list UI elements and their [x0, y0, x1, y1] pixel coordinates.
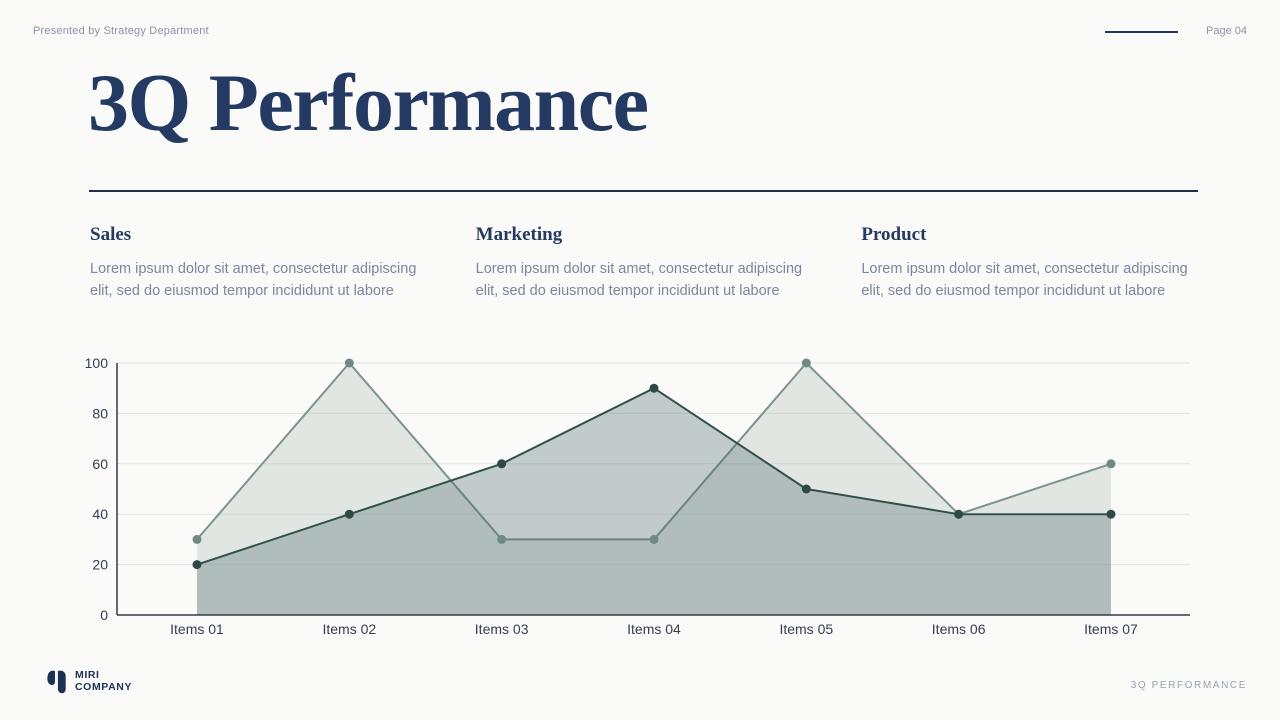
- x-tick-label: Items 04: [627, 621, 681, 637]
- x-tick-label: Items 07: [1084, 621, 1138, 637]
- column-product-heading: Product: [861, 224, 927, 245]
- x-tick-label: Items 01: [170, 621, 224, 637]
- series-dark-teal-marker: [192, 560, 202, 570]
- header-rule-line: [1105, 31, 1178, 33]
- page-number: Page 04: [1206, 25, 1247, 37]
- series-light-sage-marker: [649, 534, 659, 544]
- series-dark-teal-marker: [954, 509, 964, 519]
- series-light-sage-marker: [344, 358, 354, 368]
- series-dark-teal-marker: [801, 484, 811, 494]
- column-marketing-body: Lorem ipsum dolor sit amet, consectetur …: [475, 261, 803, 299]
- summary-columns: Sales Lorem ipsum dolor sit amet, consec…: [90, 224, 1198, 302]
- company-name: MIRI COMPANY: [75, 669, 132, 693]
- series-light-sage-marker: [1106, 459, 1116, 469]
- series-light-sage-area: [197, 363, 1111, 615]
- x-tick-label: Items 05: [779, 621, 833, 637]
- column-product: Product Lorem ipsum dolor sit amet, cons…: [861, 224, 1198, 302]
- y-tick-label: 80: [92, 405, 108, 421]
- footer-slide-label: 3Q PERFORMANCE: [1130, 680, 1247, 691]
- series-dark-teal-marker: [344, 509, 354, 519]
- column-product-body: Lorem ipsum dolor sit amet, consectetur …: [861, 261, 1188, 299]
- series-dark-teal-marker: [497, 459, 507, 469]
- series-light-sage-marker: [801, 358, 811, 368]
- column-marketing-heading: Marketing: [475, 224, 563, 245]
- company-logo: MIRI COMPANY: [46, 666, 132, 696]
- series-light-sage-marker: [192, 534, 202, 544]
- title-divider: [89, 190, 1198, 192]
- column-sales: Sales Lorem ipsum dolor sit amet, consec…: [90, 224, 427, 302]
- company-name-line2: COMPANY: [75, 681, 133, 693]
- column-sales-body: Lorem ipsum dolor sit amet, consectetur …: [90, 261, 417, 299]
- x-tick-label: Items 03: [475, 621, 529, 637]
- y-tick-label: 100: [85, 355, 109, 371]
- series-light-sage-marker: [497, 534, 507, 544]
- chart-area: 0 20 40 60 80 100 Items 01 Items 02 Items 03 Item…: [80, 345, 1210, 645]
- presented-by-text: Presented by Strategy Department: [33, 25, 209, 37]
- series-dark-teal-marker: [649, 383, 659, 393]
- y-tick-label: 40: [92, 506, 108, 522]
- x-tick-label: Items 06: [932, 621, 986, 637]
- series-dark-teal-marker: [1106, 509, 1116, 519]
- page-title: 3Q Performance: [88, 57, 649, 148]
- column-sales-heading: Sales: [90, 224, 132, 245]
- x-tick-label: Items 02: [322, 621, 376, 637]
- y-tick-label: 0: [100, 607, 108, 623]
- series-dark-teal-area: [197, 388, 1111, 615]
- company-name-line1: MIRI: [75, 669, 100, 681]
- performance-chart: 0 20 40 60 80 100 Items 01 Items 02 Items 03 Item…: [85, 355, 1190, 637]
- column-marketing: Marketing Lorem ipsum dolor sit amet, co…: [476, 224, 813, 302]
- y-tick-label: 20: [92, 557, 108, 573]
- y-tick-label: 60: [92, 456, 108, 472]
- tulip-logo-icon: [47, 670, 66, 694]
